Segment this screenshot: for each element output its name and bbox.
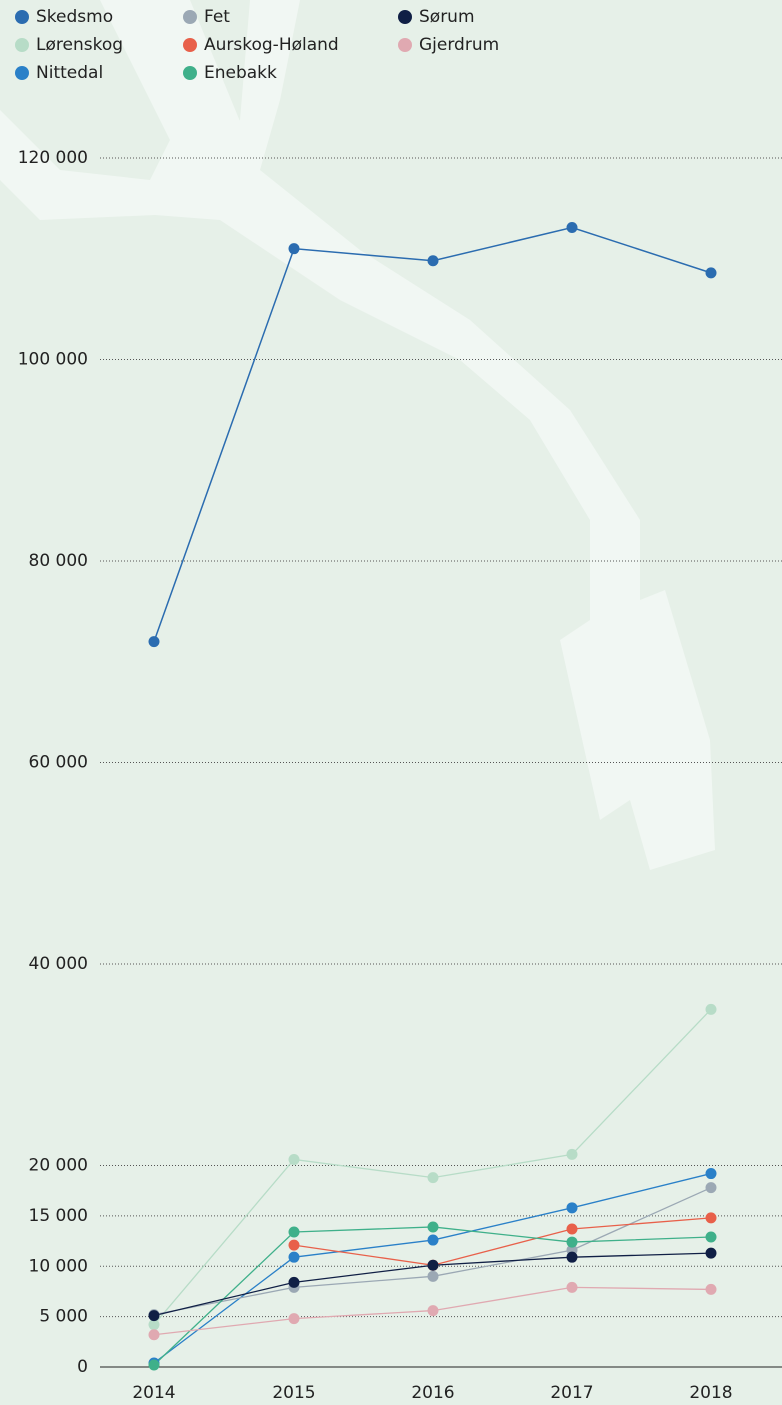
y-tick-label: 60 000 <box>29 753 88 773</box>
legend-label: Sørum <box>419 7 475 27</box>
legend-item: Nittedal <box>15 63 103 83</box>
data-point <box>288 1153 300 1165</box>
data-point <box>427 1172 439 1184</box>
data-point <box>705 1231 717 1243</box>
data-point <box>566 222 578 234</box>
data-point <box>288 1313 300 1325</box>
legend-item: Enebakk <box>183 63 277 83</box>
data-point <box>705 1247 717 1259</box>
data-point <box>427 1270 439 1282</box>
legend-item: Fet <box>183 7 230 27</box>
data-point <box>705 1168 717 1180</box>
legend-swatch <box>15 10 29 24</box>
data-point <box>566 1202 578 1214</box>
data-point <box>566 1251 578 1263</box>
data-point <box>427 1234 439 1246</box>
data-point <box>288 1251 300 1263</box>
y-tick-label: 15 000 <box>29 1206 88 1226</box>
y-tick-label: 100 000 <box>18 350 88 370</box>
data-point <box>288 243 300 255</box>
legend-item: Aurskog-Høland <box>183 35 339 55</box>
data-point <box>427 255 439 267</box>
data-point <box>705 267 717 279</box>
data-point <box>566 1148 578 1160</box>
legend-swatch <box>183 10 197 24</box>
y-tick-label: 120 000 <box>18 148 88 168</box>
data-point <box>148 1359 160 1371</box>
x-tick-label: 2015 <box>272 1383 315 1403</box>
legend-label: Nittedal <box>36 63 103 83</box>
legend-label: Lørenskog <box>36 35 123 55</box>
data-point <box>288 1276 300 1288</box>
y-tick-label: 80 000 <box>29 551 88 571</box>
legend-swatch <box>15 38 29 52</box>
data-point <box>427 1305 439 1317</box>
series-line <box>293 1217 712 1266</box>
data-point <box>148 636 160 648</box>
legend-swatch <box>183 38 197 52</box>
data-point <box>705 1003 717 1015</box>
data-point <box>148 1310 160 1322</box>
legend-swatch <box>15 66 29 80</box>
y-tick-label: 10 000 <box>29 1256 88 1276</box>
data-point <box>148 1329 160 1341</box>
x-tick-label: 2018 <box>689 1383 732 1403</box>
legend-swatch <box>398 38 412 52</box>
legend-item: Sørum <box>398 7 475 27</box>
legend-item: Gjerdrum <box>398 35 499 55</box>
y-tick-label: 20 000 <box>29 1156 88 1176</box>
legend-label: Gjerdrum <box>419 35 499 55</box>
legend-swatch <box>398 10 412 24</box>
data-point <box>566 1223 578 1235</box>
data-point <box>288 1239 300 1251</box>
legend-item: Lørenskog <box>15 35 123 55</box>
x-tick-label: 2014 <box>132 1383 175 1403</box>
data-point <box>566 1236 578 1248</box>
legend-swatch <box>183 66 197 80</box>
data-point <box>705 1283 717 1295</box>
x-tick-label: 2017 <box>550 1383 593 1403</box>
background-river <box>0 0 715 870</box>
data-point <box>148 1319 160 1331</box>
data-point <box>566 1281 578 1293</box>
x-tick-label: 2016 <box>411 1383 454 1403</box>
data-point <box>288 1226 300 1238</box>
data-point <box>427 1259 439 1271</box>
legend-label: Aurskog-Høland <box>204 35 339 55</box>
legend-label: Skedsmo <box>36 7 113 27</box>
data-point <box>427 1221 439 1233</box>
data-point <box>705 1212 717 1224</box>
y-tick-label: 0 <box>77 1357 88 1377</box>
y-tick-label: 5 000 <box>39 1307 88 1327</box>
data-point <box>705 1182 717 1194</box>
y-tick-label: 40 000 <box>29 954 88 974</box>
legend-label: Enebakk <box>204 63 277 83</box>
legend-label: Fet <box>204 7 230 27</box>
legend-item: Skedsmo <box>15 7 113 27</box>
